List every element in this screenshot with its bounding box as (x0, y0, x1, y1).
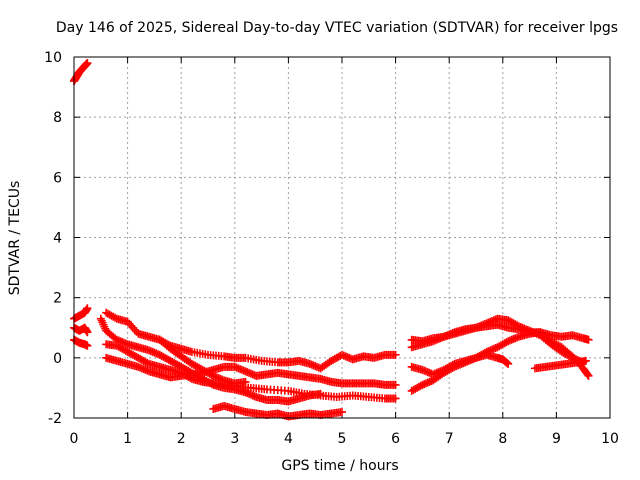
y-tick-label: 2 (53, 291, 62, 307)
data-points (70, 59, 593, 421)
series-early-high (70, 59, 92, 86)
data-point (241, 377, 250, 386)
x-tick-label: 9 (552, 431, 561, 447)
data-point (504, 359, 513, 368)
data-point (448, 363, 457, 372)
series-b4 (407, 328, 593, 395)
y-tick-label: 10 (44, 50, 62, 66)
series-s1 (70, 304, 92, 323)
series-b5 (530, 356, 590, 373)
data-point (584, 335, 593, 344)
data-point (566, 350, 575, 359)
data-point (391, 350, 400, 359)
data-point (338, 407, 346, 416)
data-point (83, 59, 92, 68)
x-tick-label: 2 (177, 431, 186, 447)
data-point (391, 380, 400, 389)
axis-ticks: 0 1 2 3 4 5 6 7 8 9 10 -2 0 2 4 6 8 10 (44, 50, 619, 447)
x-tick-label: 0 (70, 431, 79, 447)
data-point (583, 370, 592, 379)
data-point (111, 313, 120, 322)
series-s2 (70, 323, 92, 337)
series-s3 (70, 335, 92, 350)
data-point (207, 370, 216, 379)
series-a5 (209, 401, 346, 421)
series-a6 (155, 335, 250, 388)
series-a4 (96, 314, 325, 406)
x-tick-label: 5 (338, 431, 347, 447)
plot-frame (73, 56, 611, 419)
data-point (581, 356, 590, 365)
y-tick-label: 4 (53, 231, 62, 247)
y-tick-label: -2 (48, 411, 62, 427)
x-tick-label: 4 (284, 431, 293, 447)
x-tick-label: 1 (123, 431, 132, 447)
data-point (316, 389, 325, 398)
series-b2 (407, 320, 593, 346)
data-point (391, 394, 400, 403)
data-point (83, 341, 92, 350)
x-tick-label: 7 (445, 431, 454, 447)
x-tick-label: 10 (601, 431, 619, 447)
x-tick-label: 8 (498, 431, 507, 447)
series-a1 (102, 308, 400, 373)
data-point (502, 338, 511, 347)
data-point (207, 379, 216, 388)
data-point (480, 348, 489, 357)
grid-lines (74, 57, 610, 418)
data-point (83, 328, 92, 337)
data-point (416, 381, 425, 390)
x-axis-label: GPS time / hours (281, 458, 398, 474)
y-tick-label: 8 (53, 110, 62, 126)
chart-title: Day 146 of 2025, Sidereal Day-to-day VTE… (56, 20, 618, 36)
y-axis-label: SDTVAR / TECUs (7, 181, 23, 296)
x-tick-label: 3 (230, 431, 239, 447)
x-tick-label: 6 (391, 431, 400, 447)
data-point (83, 304, 92, 313)
data-point (143, 358, 152, 367)
data-point (584, 371, 593, 380)
y-tick-label: 6 (53, 170, 62, 186)
y-tick-label: 0 (53, 351, 62, 367)
